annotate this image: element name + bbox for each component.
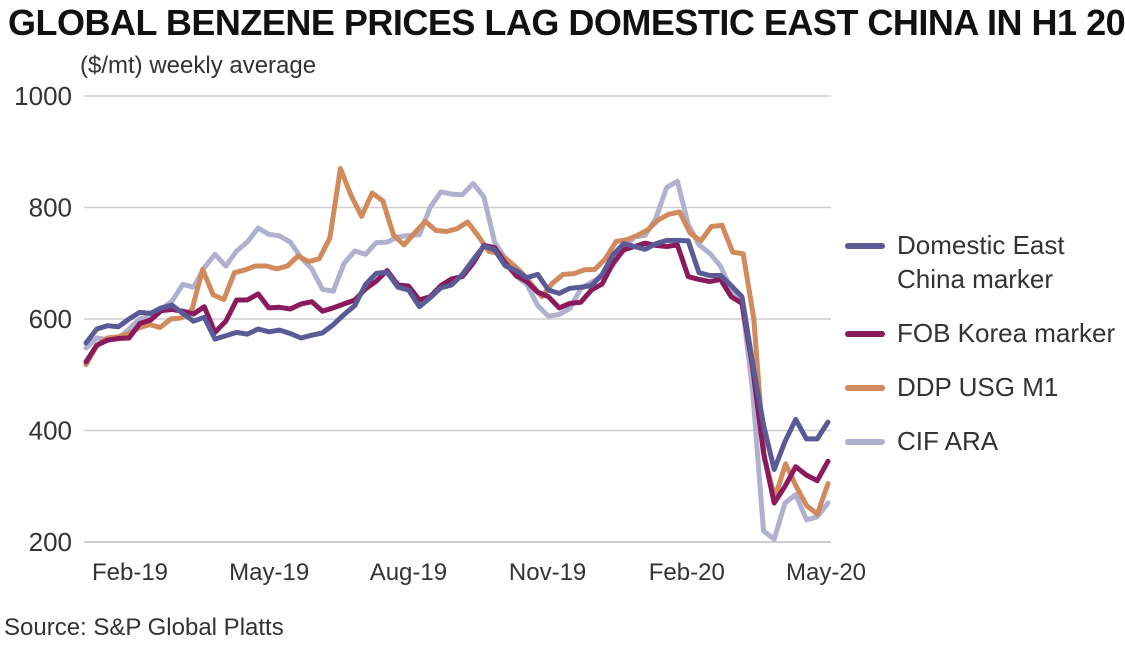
- x-axis-tick-labels: Feb-19 May-19 Aug-19 Nov-19 Feb-20 May-20: [92, 559, 866, 586]
- chart-title: GLOBAL BENZENE PRICES LAG DOMESTIC EAST …: [8, 2, 1125, 43]
- series-line: [83, 166, 831, 517]
- legend-swatch: [845, 439, 885, 445]
- x-tick-label: Feb-20: [649, 559, 725, 586]
- y-tick-label: 800: [29, 193, 72, 223]
- chart-legend: Domestic East China marker FOB Korea mark…: [845, 228, 1120, 478]
- series-lines: [83, 166, 831, 542]
- source-note: Source: S&P Global Platts: [4, 614, 284, 641]
- grid-lines: [84, 95, 831, 543]
- x-tick-label: Nov-19: [509, 559, 586, 586]
- legend-label: DDP USG M1: [897, 372, 1059, 402]
- legend-item: DDP USG M1: [845, 370, 1120, 404]
- y-tick-label: 600: [29, 304, 72, 334]
- legend-item: FOB Korea marker: [845, 316, 1120, 350]
- x-tick-label: Aug-19: [370, 559, 447, 586]
- legend-label: Domestic East China marker: [897, 230, 1065, 294]
- legend-item: Domestic East China marker: [845, 228, 1120, 296]
- legend-swatch: [845, 243, 885, 249]
- y-tick-label: 400: [29, 416, 72, 446]
- x-tick-label: May-19: [229, 559, 309, 586]
- chart-subtitle: ($/mt) weekly average: [80, 52, 317, 79]
- legend-label: CIF ARA: [897, 426, 999, 456]
- x-tick-label: Feb-19: [92, 559, 168, 586]
- y-axis-tick-labels: 200 400 600 800 1000: [14, 81, 72, 557]
- y-tick-label: 200: [29, 527, 72, 557]
- series-line: [83, 178, 831, 542]
- legend-label: FOB Korea marker: [897, 318, 1116, 348]
- legend-swatch: [845, 331, 885, 337]
- y-tick-label: 1000: [14, 81, 72, 111]
- x-tick-label: May-20: [786, 559, 866, 586]
- legend-swatch: [845, 385, 885, 391]
- legend-item: CIF ARA: [845, 424, 1120, 458]
- series-line: [83, 237, 831, 472]
